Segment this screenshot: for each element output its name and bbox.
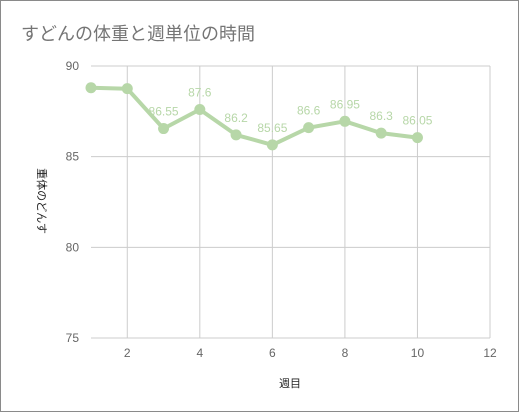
data-label: 85.65 — [257, 121, 287, 135]
data-point — [303, 122, 315, 134]
data-point — [121, 83, 133, 95]
series-line — [89, 85, 420, 147]
data-point — [339, 115, 351, 127]
y-tick-label: 80 — [66, 240, 80, 254]
data-label: 86.05 — [402, 114, 432, 128]
y-tick-label: 90 — [66, 59, 80, 73]
data-labels: 86.55 87.6 86.2 85.65 86.6 86.95 86.3 86.05 — [149, 86, 433, 135]
data-label: 86.6 — [297, 104, 321, 118]
x-tick-label: 12 — [483, 346, 497, 360]
series-weight — [85, 82, 423, 151]
data-point — [85, 82, 97, 94]
x-axis-title: 週目 — [279, 377, 301, 390]
y-axis-title: 重体のどんす — [35, 168, 49, 234]
chart-title: すどんの体重と週単位の時間 — [21, 24, 255, 45]
x-tick-label: 4 — [196, 346, 203, 360]
data-label: 87.6 — [188, 86, 212, 100]
data-point — [411, 132, 423, 144]
data-point — [266, 139, 278, 151]
x-tick-label: 8 — [342, 346, 349, 360]
data-label: 86.2 — [224, 111, 248, 125]
y-tick-label: 85 — [66, 150, 80, 164]
data-point — [375, 127, 387, 139]
x-tick-label: 10 — [411, 346, 425, 360]
tick-labels: 75 80 85 90 2 4 6 8 10 12 — [66, 59, 497, 360]
y-tick-label: 75 — [66, 331, 80, 345]
data-point — [158, 123, 170, 135]
data-label: 86.3 — [370, 109, 394, 123]
x-tick-label: 6 — [269, 346, 276, 360]
x-tick-label: 2 — [124, 346, 131, 360]
data-label: 86.55 — [149, 105, 179, 119]
data-label: 86.95 — [330, 97, 360, 111]
data-point — [194, 104, 206, 116]
data-point — [230, 129, 242, 141]
